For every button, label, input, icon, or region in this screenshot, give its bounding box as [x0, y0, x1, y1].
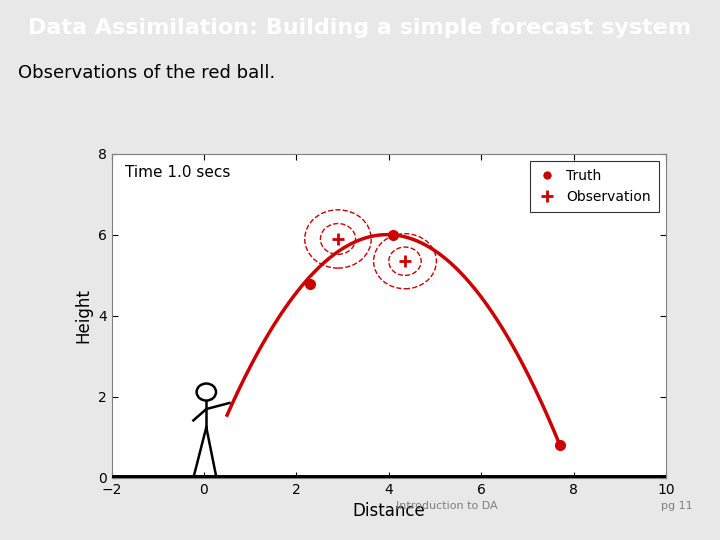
Legend: Truth, Observation: Truth, Observation — [530, 161, 659, 212]
X-axis label: Distance: Distance — [352, 502, 426, 521]
Text: Observations of the red ball.: Observations of the red ball. — [18, 64, 275, 82]
Text: Time 1.0 secs: Time 1.0 secs — [125, 165, 231, 180]
Text: Introduction to DA: Introduction to DA — [395, 501, 498, 511]
Text: Data Assimilation: Building a simple forecast system: Data Assimilation: Building a simple for… — [28, 18, 692, 38]
Text: pg 11: pg 11 — [661, 501, 693, 511]
Y-axis label: Height: Height — [74, 288, 92, 343]
